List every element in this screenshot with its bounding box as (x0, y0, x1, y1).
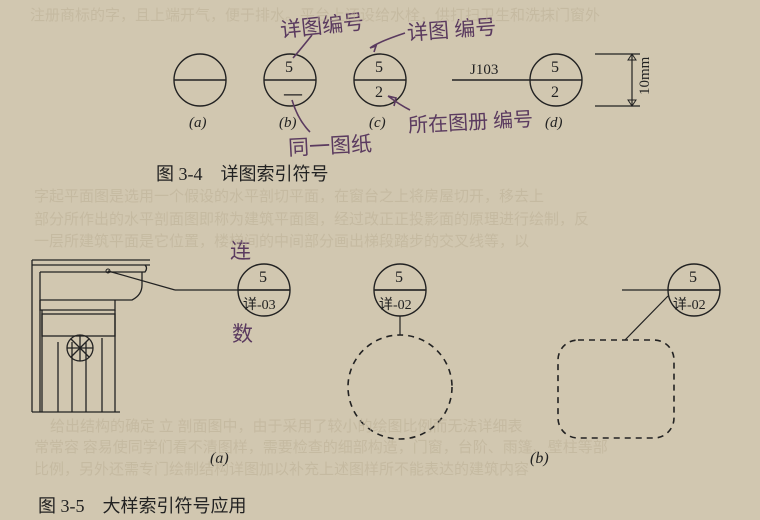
fig34-caption: 图 3-4 详图索引符号 (156, 160, 329, 186)
s2-bot: 详-02 (379, 294, 412, 314)
c-d-bot: 2 (551, 84, 559, 102)
c-d-top: 5 (551, 59, 559, 77)
s3-top: 5 (689, 269, 697, 287)
j103: J103 (470, 62, 498, 79)
s3-bot: 详-02 (673, 294, 706, 314)
ghost9: 比例，另外还需专门绘制结构详图加以补充上述图样所不能表达的建筑内容 (34, 458, 529, 479)
c-b-bot: — (284, 83, 302, 104)
ghost4: 部分所作出的水平剖面图即称为建筑平面图，经过改正正投影面的原理进行绘制，反 (34, 208, 589, 229)
lbl-c: (c) (369, 115, 386, 132)
lbl-b: (b) (279, 115, 297, 132)
ghost3: 字起平面图是选用一个假设的水平剖切平面，在窗台之上将房屋切开，移去上 (34, 185, 544, 206)
ink-shu: 数 (232, 318, 253, 348)
ghost7: 给出结构的确定 立 剖面图中，由于采用了较小的绘图比例而无法详细表 (50, 415, 523, 436)
c-b-top: 5 (285, 59, 293, 77)
lbl-d: (d) (545, 115, 563, 132)
s1-top: 5 (259, 269, 267, 287)
dim-10mm: 10mm (637, 57, 654, 95)
fig35-caption: 图 3-5 大样索引符号应用 (38, 492, 247, 518)
s1-bot: 详-03 (243, 294, 276, 314)
c-c-top: 5 (375, 59, 383, 77)
lbl-a: (a) (189, 115, 207, 132)
c-c-bot: 2 (375, 84, 383, 102)
s2-top: 5 (395, 269, 403, 287)
ghost5: 一层所建筑平面是它位置，楼梯间的中间部分画出梯段踏步的交叉线等，以 (34, 230, 529, 251)
ghost1: 注册商标的字，且上端开气，便于排水。平台上还设给水栓，供打扫卫生和洗抹门窗外 (30, 4, 600, 25)
ink-a3: 同一图纸 (287, 128, 372, 162)
ghost8: 常常容 容易使同学们看不清图样，需要检查的细部构造，门窗，台阶、雨篷、壁柱等部 (34, 436, 608, 457)
